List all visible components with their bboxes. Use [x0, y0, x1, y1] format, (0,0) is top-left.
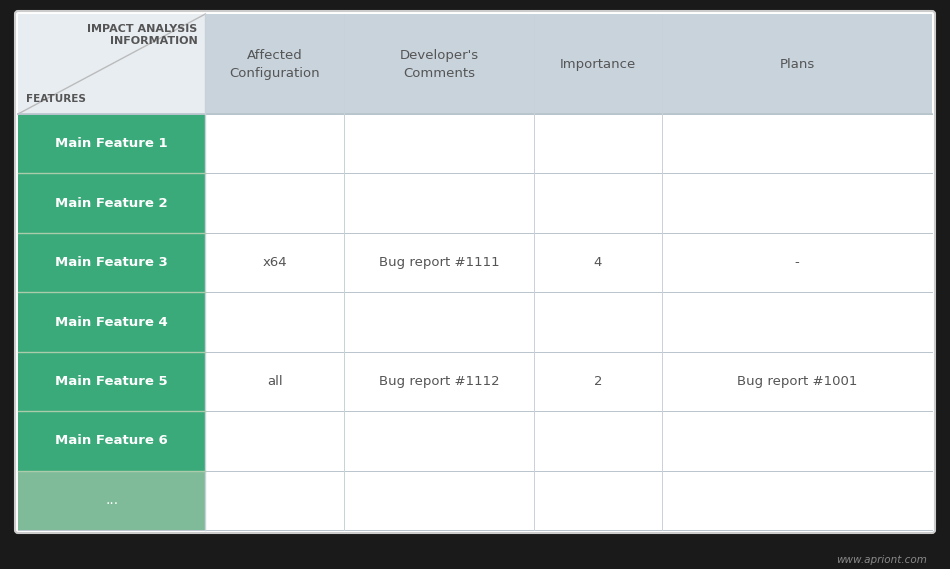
Text: Affected
Configuration: Affected Configuration — [230, 48, 320, 80]
Text: www.apriont.com: www.apriont.com — [836, 555, 927, 565]
Bar — [18, 411, 205, 471]
Bar — [18, 233, 205, 292]
Bar — [18, 471, 205, 530]
Bar — [18, 174, 205, 233]
Text: Main Feature 1: Main Feature 1 — [55, 137, 168, 150]
Text: Main Feature 4: Main Feature 4 — [55, 315, 168, 328]
Text: 4: 4 — [594, 256, 602, 269]
Text: all: all — [267, 375, 282, 388]
Bar — [205, 14, 344, 114]
Text: Bug report #1111: Bug report #1111 — [379, 256, 500, 269]
Text: Developer's
Comments: Developer's Comments — [400, 48, 479, 80]
Text: ...: ... — [105, 493, 118, 508]
Bar — [18, 352, 205, 411]
Text: x64: x64 — [262, 256, 287, 269]
Text: Importance: Importance — [560, 57, 636, 71]
Bar — [18, 14, 205, 114]
Text: -: - — [794, 256, 799, 269]
Text: Bug report #1001: Bug report #1001 — [736, 375, 857, 388]
Text: Main Feature 3: Main Feature 3 — [55, 256, 168, 269]
Text: Main Feature 5: Main Feature 5 — [55, 375, 168, 388]
FancyBboxPatch shape — [15, 11, 935, 533]
Bar — [534, 14, 662, 114]
Bar — [662, 14, 932, 114]
Text: Plans: Plans — [779, 57, 814, 71]
Text: Main Feature 6: Main Feature 6 — [55, 434, 168, 447]
Text: IMPACT ANALYSIS
INFORMATION: IMPACT ANALYSIS INFORMATION — [87, 24, 198, 47]
Bar — [344, 14, 534, 114]
Text: Main Feature 2: Main Feature 2 — [55, 197, 168, 209]
Text: 2: 2 — [594, 375, 602, 388]
Text: FEATURES: FEATURES — [26, 94, 86, 104]
Bar — [18, 292, 205, 352]
Text: Bug report #1112: Bug report #1112 — [379, 375, 500, 388]
Bar — [18, 114, 205, 174]
